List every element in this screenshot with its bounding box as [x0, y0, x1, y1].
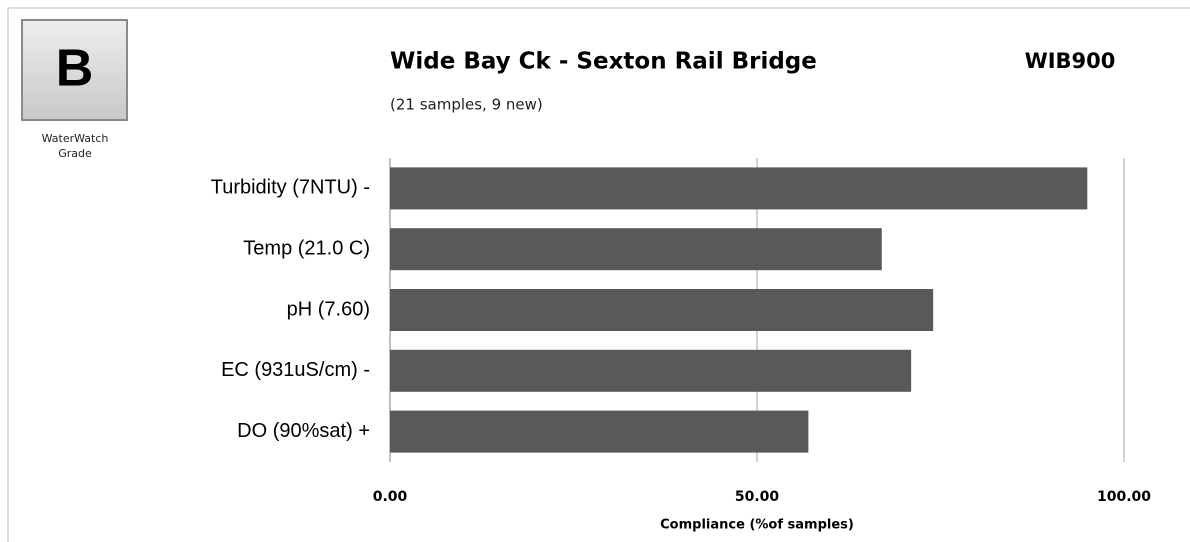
- grade: B: [56, 40, 94, 98]
- y-tick-label: pH (7.60): [287, 298, 370, 320]
- y-tick-label: Turbidity (7NTU) -: [211, 177, 370, 199]
- bar: [390, 167, 1088, 210]
- bar: [390, 349, 912, 392]
- bar: [390, 289, 934, 331]
- chart-title: Wide Bay Ck - Sexton Rail Bridge: [390, 49, 817, 75]
- y-tick-label: EC (931uS/cm) -: [221, 359, 370, 381]
- y-tick-label: DO (90%sat) +: [237, 420, 370, 442]
- x-tick-label: 50.00: [735, 489, 780, 505]
- grade-caption: WaterWatch Grade: [41, 132, 109, 160]
- y-tick-label: Temp (21.0 C): [243, 237, 370, 259]
- x-axis-label: Compliance (%of samples): [660, 518, 854, 533]
- bar: [390, 228, 882, 271]
- x-tick-label: 0.00: [373, 489, 408, 505]
- grade-box: [21, 19, 128, 121]
- site-code: WIB900: [1025, 49, 1116, 73]
- frame: [7, 7, 1190, 542]
- x-tick-label: 100.00: [1097, 489, 1151, 505]
- subtitle: (21 samples, 9 new): [390, 96, 543, 114]
- bar: [390, 410, 809, 453]
